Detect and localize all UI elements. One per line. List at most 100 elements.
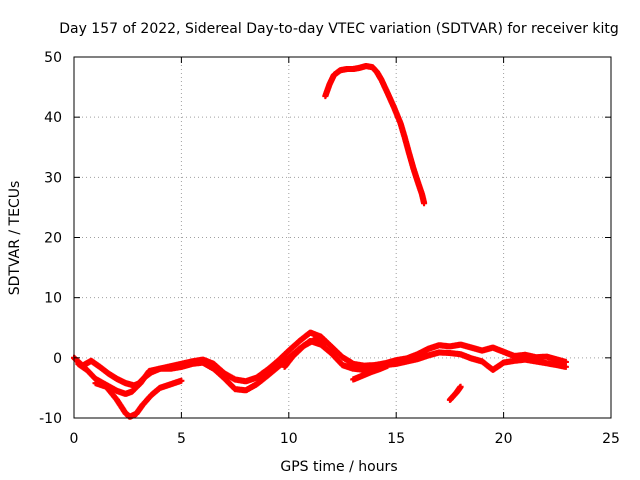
data-point <box>321 343 325 347</box>
data-point <box>469 356 473 360</box>
data-point <box>426 353 430 357</box>
data-point <box>345 67 349 71</box>
data-point <box>134 412 138 416</box>
data-mark-cluster <box>322 63 428 207</box>
data-point <box>523 353 527 357</box>
data-point <box>244 388 248 392</box>
data-point <box>368 370 372 374</box>
data-point <box>130 390 134 394</box>
data-point <box>403 136 407 140</box>
data-point <box>222 376 226 380</box>
data-point <box>139 381 143 385</box>
data-point <box>179 379 183 383</box>
data-point <box>426 347 430 351</box>
data-point <box>104 385 108 389</box>
data-point <box>233 377 237 381</box>
axis-ticks: 0 5 10 15 20 25 -10 0 10 20 30 40 50 <box>39 50 620 447</box>
data-point <box>201 361 205 365</box>
data-point <box>555 358 559 362</box>
y-tick-label: 30 <box>44 170 62 186</box>
data-point <box>313 338 317 342</box>
series-high-arc <box>322 63 428 207</box>
data-point <box>149 393 153 397</box>
data-point <box>371 65 375 69</box>
data-point <box>169 367 173 371</box>
data-point <box>362 364 366 368</box>
data-point <box>454 391 458 395</box>
data-point <box>323 94 327 98</box>
data-point <box>319 335 323 339</box>
data-point <box>377 367 381 371</box>
data-point <box>190 362 194 366</box>
data-point <box>330 345 334 349</box>
data-point <box>93 377 97 381</box>
data-point <box>564 365 568 369</box>
x-tick-label: 0 <box>70 431 79 447</box>
data-point <box>106 371 110 375</box>
data-point <box>512 359 516 363</box>
data-point <box>276 359 280 363</box>
data-point <box>341 363 344 367</box>
data-point <box>411 166 415 170</box>
data-point <box>502 361 506 365</box>
x-tick-label: 25 <box>602 431 620 447</box>
data-point <box>564 360 568 364</box>
data-point <box>351 362 355 366</box>
data-point <box>459 352 463 356</box>
data-point <box>407 151 411 155</box>
data-point <box>85 368 89 372</box>
data-point <box>338 68 342 72</box>
data-point <box>179 365 183 369</box>
data-point <box>448 344 452 348</box>
y-tick-label: 20 <box>44 231 62 247</box>
data-point <box>276 365 280 369</box>
series-dip-branch <box>92 377 185 420</box>
x-axis-label: GPS time / hours <box>280 459 397 475</box>
data-point <box>76 362 80 366</box>
data-point <box>115 377 119 381</box>
data-point <box>512 354 516 358</box>
data-point <box>545 361 549 365</box>
series-mid-lower-branch <box>350 362 391 383</box>
data-point <box>283 365 287 369</box>
data-point <box>491 346 495 350</box>
data-point <box>534 359 538 363</box>
data-point <box>233 387 237 391</box>
data-point <box>459 343 463 347</box>
data-point <box>115 398 119 402</box>
data-point <box>523 358 527 362</box>
data-point <box>491 368 495 372</box>
data-point <box>448 398 452 402</box>
data-point <box>124 392 128 396</box>
data-point <box>386 364 390 368</box>
data-point <box>405 359 409 363</box>
data-point <box>158 367 162 371</box>
series-mid-branch <box>281 336 327 370</box>
data-point <box>534 355 538 359</box>
data-point <box>302 344 306 348</box>
data-point <box>265 368 269 372</box>
data-point <box>147 369 151 373</box>
data-point <box>448 351 452 355</box>
x-tick-label: 20 <box>495 431 513 447</box>
data-point <box>158 386 162 390</box>
data-point <box>124 411 128 415</box>
data-point <box>141 403 145 407</box>
data-point <box>360 374 364 378</box>
data-point <box>124 381 128 385</box>
data-point <box>459 385 463 389</box>
x-tick-label: 5 <box>177 431 186 447</box>
data-point <box>351 67 355 71</box>
series-late-branch <box>446 383 464 403</box>
data-point <box>89 359 93 363</box>
data-point <box>437 350 441 354</box>
y-axis-label: SDTVAR / TECUs <box>7 181 23 296</box>
x-tick-label: 15 <box>387 431 405 447</box>
data-point <box>362 368 366 372</box>
data-point <box>265 374 269 378</box>
data-point <box>398 121 402 125</box>
data-point <box>308 331 312 335</box>
data-point <box>545 355 549 359</box>
data-point <box>341 355 344 359</box>
data-point <box>469 346 473 350</box>
